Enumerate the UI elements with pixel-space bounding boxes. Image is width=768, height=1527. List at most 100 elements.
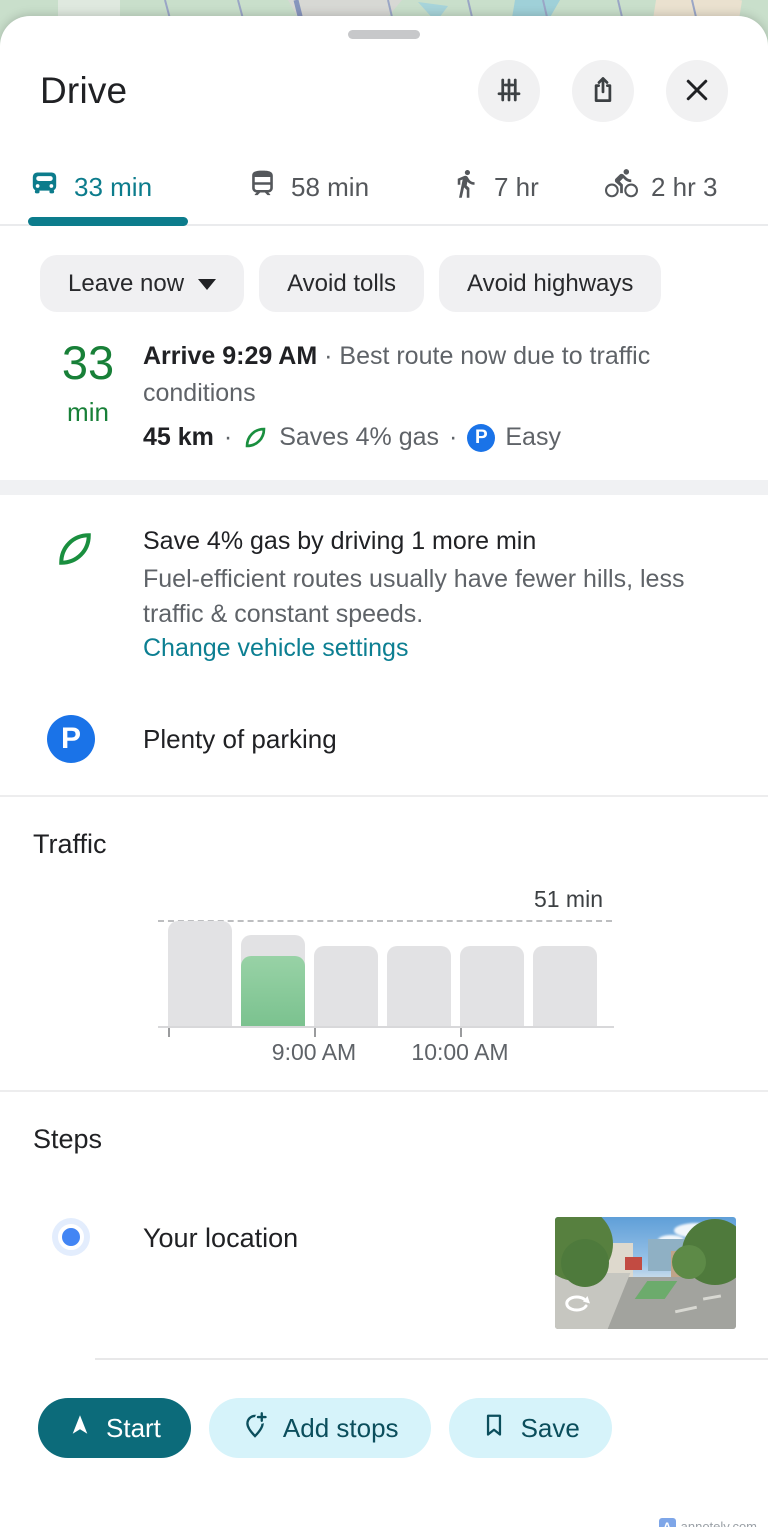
tab-drive-label: 33 min [74,171,153,202]
add-stops-button[interactable]: Add stops [208,1398,431,1458]
route-summary[interactable]: 33 min Arrive 9:29 AM · Best route now d… [57,338,728,456]
sign [625,1257,642,1270]
travel-mode-tabs: 33 min 58 min 7 hr [0,150,768,226]
car-icon [28,167,61,207]
leave-now-label: Leave now [68,269,185,297]
traffic-bars [168,921,597,1026]
traffic-bar-selected[interactable] [241,935,305,1026]
page-title: Drive [40,70,128,111]
add-stops-label: Add stops [282,1412,399,1443]
leaf-icon [242,424,269,451]
add-stop-pin-icon [241,1409,269,1446]
tab-drive[interactable]: 33 min [28,150,152,224]
traffic-bar[interactable] [533,946,597,1026]
arrive-line: Arrive 9:29 AM · Best route now due to t… [143,338,728,412]
save-route-button[interactable]: Save [448,1398,612,1458]
traffic-bar[interactable] [460,946,524,1026]
tab-transit[interactable]: 58 min [247,150,369,224]
annotely-watermark: A annotely.com [658,1518,757,1527]
x-axis-tick [460,1028,462,1037]
bookmark-icon [481,1412,507,1445]
tree [672,1245,706,1279]
duration-value: 33 [61,336,115,389]
share-icon [588,75,618,108]
traffic-bar[interactable] [387,946,451,1026]
fuel-savings-title: Save 4% gas by driving 1 more min [143,527,537,555]
distance-line: 45 km · Saves 4% gas · P Easy [143,419,728,456]
parking-icon: P [467,423,496,452]
annotely-label: annotely.com [680,1519,757,1527]
directions-bottom-sheet: Drive [0,16,768,1527]
change-vehicle-settings-link[interactable]: Change vehicle settings [143,634,409,662]
sheet-header: Drive [40,60,728,122]
share-button[interactable] [572,60,634,122]
tab-walk-label: 7 hr [494,171,539,202]
step-label: Your location [143,1223,299,1253]
dot-separator: · [324,342,333,370]
fuel-savings-body: Fuel-efficient routes usually have fewer… [143,565,685,628]
route-summary-text: Arrive 9:29 AM · Best route now due to t… [143,338,728,456]
sheet-drag-handle[interactable] [348,30,420,39]
parking-icon: P [47,715,95,763]
traffic-heading: Traffic [33,829,107,859]
route-note: Best route now due to traffic conditions [143,342,651,407]
route-option-chips: Leave now Avoid tolls Avoid highways [40,255,768,312]
annotely-icon: A [658,1518,676,1527]
avoid-tolls-chip[interactable]: Avoid tolls [259,255,425,312]
avoid-tolls-label: Avoid tolls [287,269,397,297]
walk-icon [450,168,481,206]
avoid-highways-chip[interactable]: Avoid highways [439,255,662,312]
action-buttons: Start Add stops Save [38,1398,768,1458]
route-duration: 33 min [57,338,119,456]
dot-separator: · [223,423,233,451]
chevron-down-icon [198,279,217,290]
arrive-time: Arrive 9:29 AM [143,342,318,370]
section-divider-band [0,480,768,495]
x-axis-line [158,1026,614,1028]
traffic-bar[interactable] [168,921,232,1026]
parking-info-row: P Plenty of parking [47,715,728,763]
x-axis: 9:00 AM 10:00 AM [168,1028,768,1065]
x-tick-label: 10:00 AM [411,1039,509,1065]
tab-bike-label: 2 hr 3 [651,171,718,202]
traffic-bar[interactable] [314,946,378,1026]
blue-dot [58,1224,84,1250]
step-divider [95,1358,768,1360]
reference-dashed-line [158,920,612,922]
header-actions [478,60,728,122]
active-tab-underline [28,217,188,226]
tab-bike[interactable]: 2 hr 3 [605,150,718,224]
route-distance: 45 km [143,423,214,451]
traffic-bar-selected-fill [241,956,305,1026]
train-icon [247,168,278,206]
fuel-savings-text: Save 4% gas by driving 1 more min Fuel-e… [143,523,718,663]
start-navigation-button[interactable]: Start [38,1398,191,1458]
steps-heading: Steps [33,1124,103,1154]
tab-transit-label: 58 min [291,171,370,202]
x-tick-label: 9:00 AM [271,1039,357,1065]
fuel-savings-section: Save 4% gas by driving 1 more min Fuel-e… [0,523,728,663]
x-axis-tick [314,1028,316,1037]
street-view-rotate-icon [563,1294,591,1321]
close-button[interactable] [666,60,728,122]
leave-now-chip[interactable]: Leave now [40,255,245,312]
parking-ease-note: Easy [505,423,561,451]
start-label: Start [106,1412,161,1443]
duration-unit: min [67,397,109,427]
divider [0,1090,768,1092]
reference-line-label: 51 min [533,886,603,912]
route-options-button[interactable] [478,60,540,122]
street-view-thumbnail[interactable] [555,1217,736,1329]
tune-icon [494,75,524,108]
leaf-icon [53,523,143,663]
close-icon [682,75,712,108]
avoid-highways-label: Avoid highways [467,269,634,297]
tree [561,1239,609,1287]
tab-walk[interactable]: 7 hr [450,150,539,224]
x-axis-tick [168,1028,170,1037]
divider [0,795,768,797]
step-your-location[interactable]: Your location [0,1217,768,1329]
dot-separator: · [449,423,458,451]
navigation-arrow-icon [68,1413,92,1444]
